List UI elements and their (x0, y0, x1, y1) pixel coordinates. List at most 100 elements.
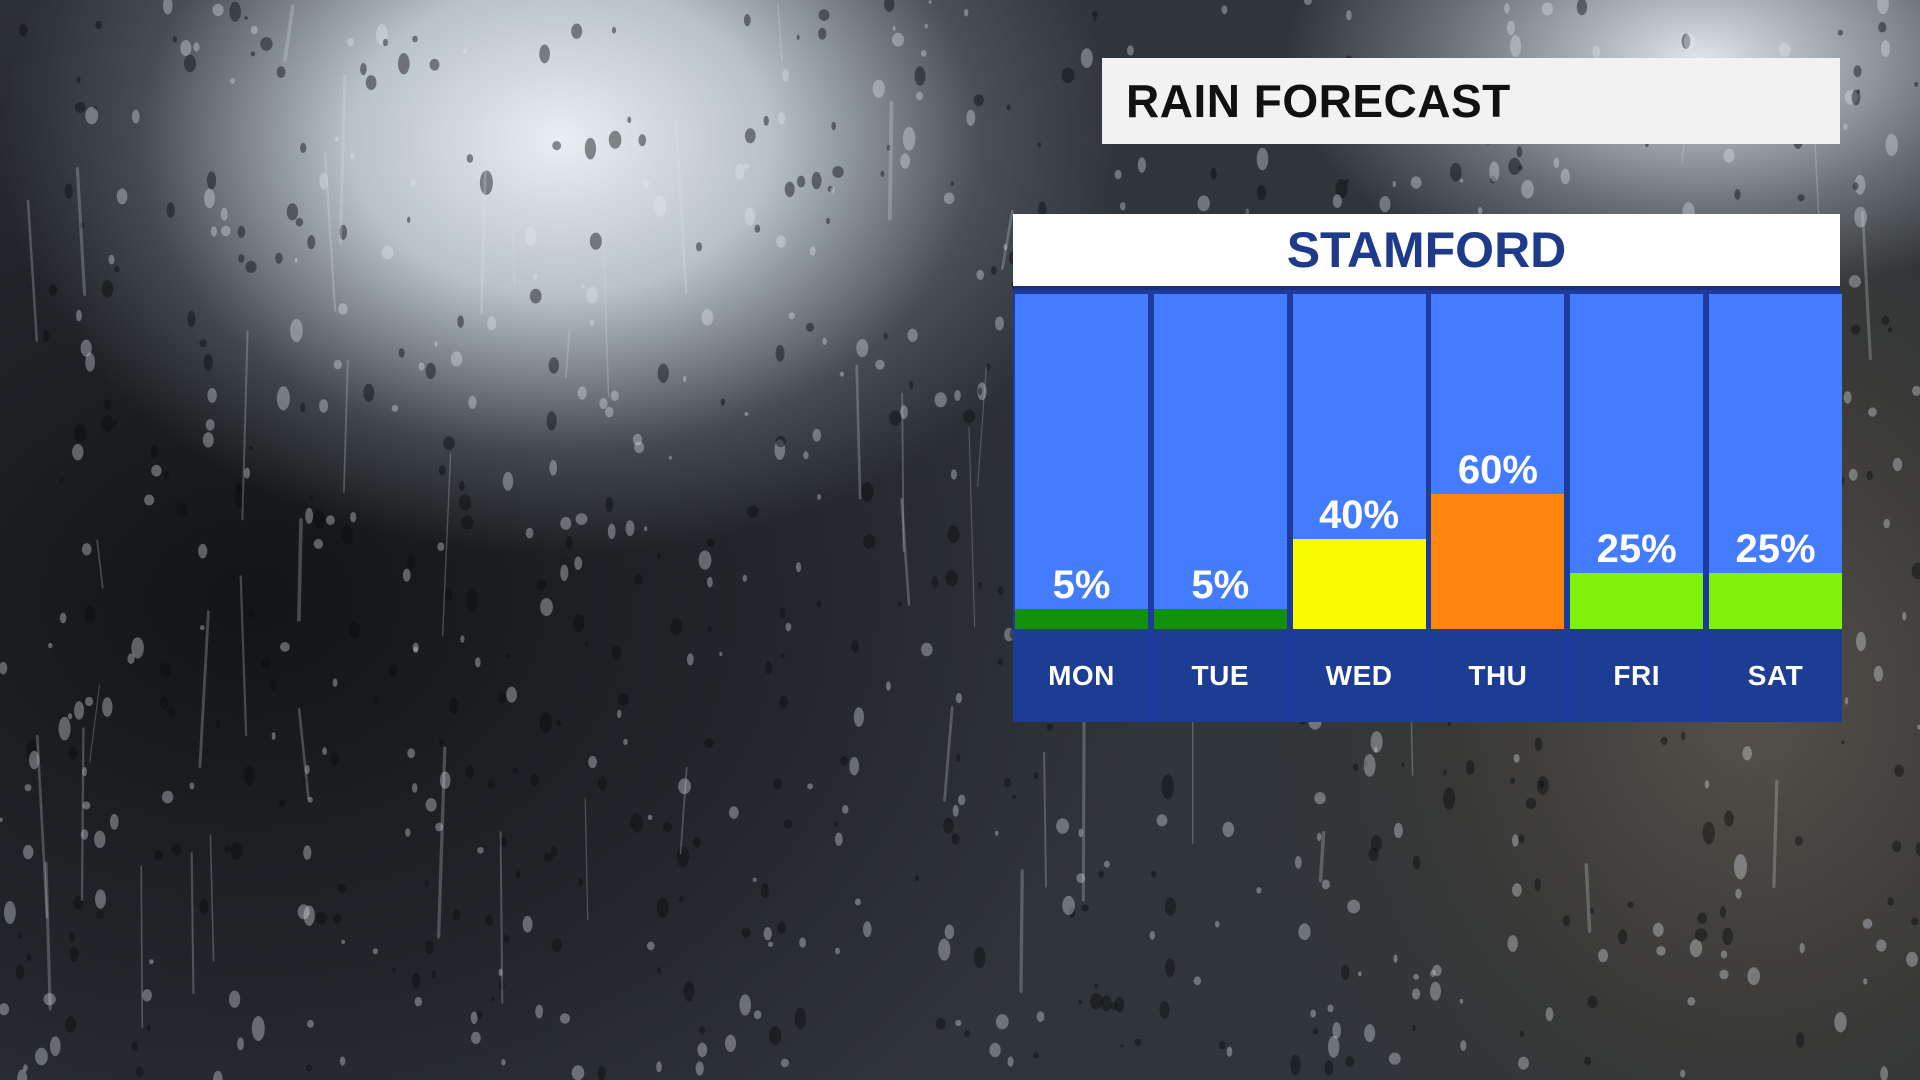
raindrop (849, 757, 860, 776)
raindrop (398, 348, 405, 358)
title-card: RAIN FORECAST (1102, 58, 1840, 144)
raindrop (623, 738, 628, 746)
raindrop (668, 455, 672, 460)
raindrop (438, 465, 446, 476)
raindrop (853, 707, 865, 727)
raindrop (1078, 999, 1083, 1005)
raindrop (768, 1025, 782, 1046)
raindrop (955, 692, 963, 704)
raindrop (80, 339, 92, 357)
raindrop (1589, 907, 1594, 914)
raindrop (657, 966, 661, 974)
raindrop (1327, 1004, 1334, 1013)
rain-streak (1001, 209, 1014, 270)
raindrop (1459, 998, 1464, 1004)
raindrop (1256, 184, 1267, 201)
raindrop (1797, 194, 1805, 202)
raindrop (439, 739, 444, 746)
raindrop (131, 1040, 138, 1052)
raindrop (1843, 391, 1852, 404)
raindrop (883, 332, 888, 340)
raindrop (388, 665, 398, 678)
raindrop (1877, 0, 1889, 15)
raindrop (612, 645, 622, 660)
raindrop (533, 274, 538, 280)
raindrop (1883, 518, 1890, 529)
raindrop (204, 188, 215, 209)
raindrop (1110, 1001, 1118, 1011)
raindrop (210, 226, 217, 237)
raindrop (973, 94, 984, 107)
raindrop (525, 226, 536, 247)
raindrop (251, 1016, 265, 1041)
raindrop (425, 879, 429, 887)
raindrop (1037, 142, 1042, 148)
raindrop (23, 1064, 28, 1072)
raindrop (1518, 164, 1523, 171)
raindrop (159, 696, 169, 709)
raindrop (412, 642, 419, 652)
raindrop (657, 363, 669, 383)
raindrop (1660, 736, 1668, 746)
raindrop (290, 318, 303, 343)
raindrop (1576, 0, 1588, 16)
raindrop (773, 778, 783, 790)
raindrop (1007, 1056, 1014, 1067)
raindrop (450, 351, 463, 367)
raindrop (653, 195, 666, 217)
raindrop (26, 954, 32, 962)
raindrop (1393, 954, 1398, 963)
raindrop (212, 3, 224, 17)
raindrop (560, 516, 572, 530)
raindrop (548, 357, 559, 374)
raindrop (530, 773, 539, 787)
raindrop (720, 398, 726, 406)
raindrop (1214, 920, 1220, 928)
raindrop (1521, 180, 1534, 199)
raindrop (739, 994, 751, 1016)
raindrop (485, 915, 494, 926)
raindrop (79, 222, 85, 229)
raindrop (202, 432, 214, 448)
raindrop (1256, 887, 1262, 894)
raindrop (1541, 2, 1553, 16)
raindrop (348, 621, 361, 639)
raindrop (1902, 611, 1907, 621)
raindrop (294, 257, 298, 263)
raindrop (827, 185, 833, 192)
raindrop (1856, 631, 1866, 652)
raindrop (1851, 89, 1861, 106)
raindrop (69, 947, 79, 962)
raindrop (150, 444, 159, 458)
raindrop (149, 959, 154, 965)
raindrop (1735, 888, 1742, 899)
raindrop (1747, 967, 1760, 985)
raindrop (692, 837, 701, 848)
raindrop (1197, 195, 1210, 212)
raindrop (1863, 978, 1868, 985)
raindrop (679, 896, 684, 903)
raindrop (1873, 665, 1884, 682)
raindrop (216, 720, 221, 728)
page-title: RAIN FORECAST (1126, 75, 1511, 127)
raindrop (977, 387, 983, 396)
raindrop (305, 764, 310, 775)
raindrop (109, 813, 119, 830)
rain-streak (499, 831, 504, 1004)
raindrop (522, 915, 533, 933)
raindrop (365, 75, 377, 91)
raindrop (418, 362, 425, 371)
raindrop (203, 353, 213, 371)
raindrop (861, 481, 874, 502)
raindrop (540, 598, 553, 616)
raindrop (1226, 1046, 1233, 1057)
raindrop (676, 846, 690, 867)
raindrop (744, 207, 756, 226)
raindrop (795, 562, 802, 573)
raindrop (611, 26, 617, 34)
raindrop (701, 309, 714, 326)
raindrop (162, 0, 173, 15)
raindrop (1114, 997, 1125, 1013)
raindrop (350, 512, 357, 523)
raindrop (605, 406, 614, 418)
